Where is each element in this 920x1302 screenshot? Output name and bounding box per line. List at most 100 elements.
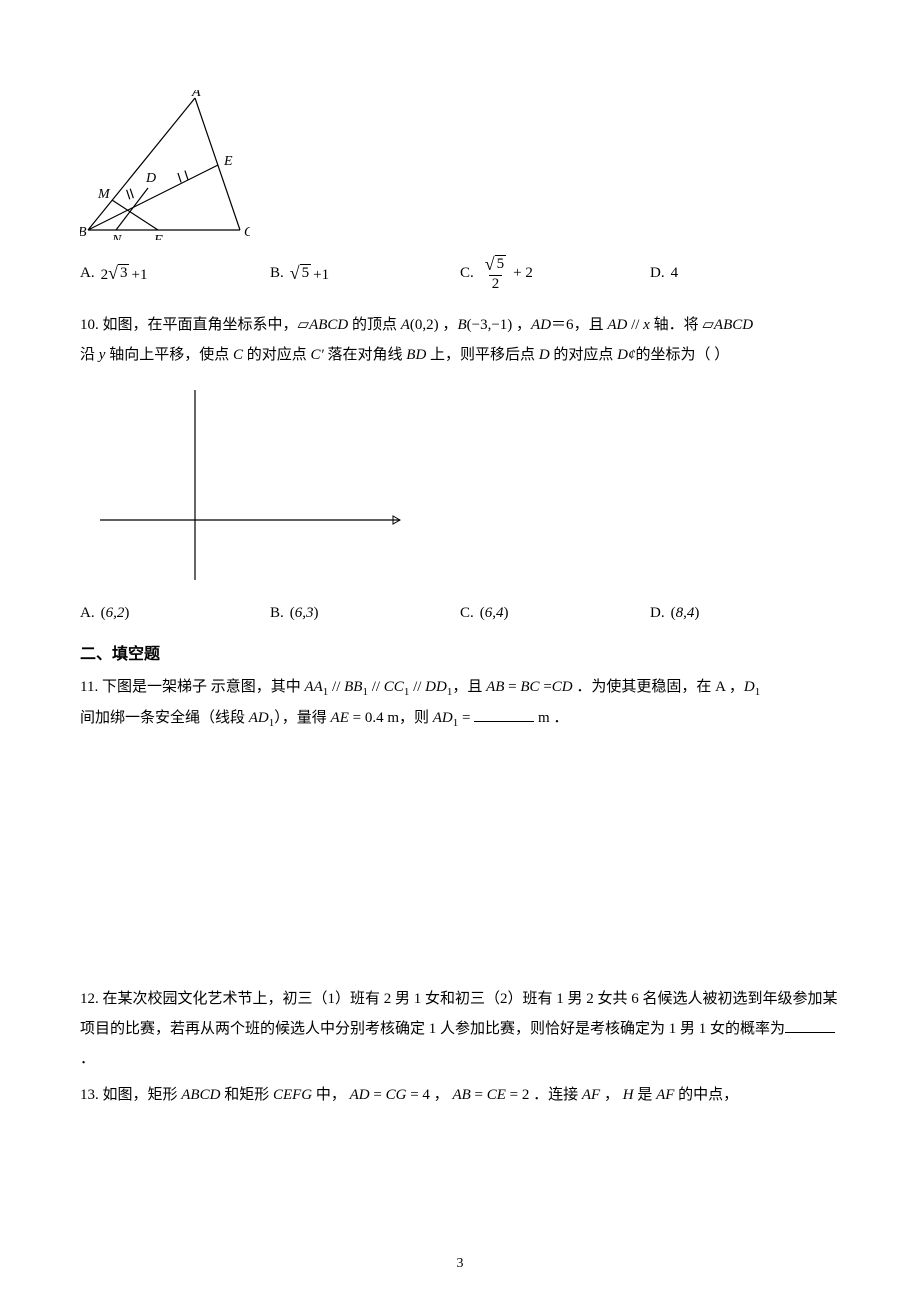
coord: (6,3): [290, 605, 319, 622]
text: +1: [313, 267, 329, 283]
q9-option-a: A. 2√3+1: [80, 264, 270, 284]
q9-option-c: C. √5 2 + 2: [460, 255, 650, 292]
parallelogram-abcd-2: ▱ABCD: [702, 317, 753, 333]
text: 的坐标为（ ）: [636, 347, 730, 363]
text: 2: [101, 267, 109, 283]
q10-option-b: B. (6,3): [270, 605, 460, 622]
q11-figure: [80, 752, 330, 962]
text: 10. 如图，在平面直角坐标系中，: [80, 317, 298, 333]
eq1: AD = CG = 4: [350, 1087, 430, 1103]
text: ，: [430, 1087, 453, 1103]
text: 的中点，: [674, 1087, 738, 1103]
q9-c-expr: √5 2 + 2: [480, 255, 533, 292]
text: ，: [600, 1087, 623, 1103]
ad1-eq: AD1 =: [433, 710, 474, 726]
option-label: D.: [650, 265, 665, 282]
q10-option-c: C. (6,4): [460, 605, 650, 622]
text: 的对应点: [243, 347, 311, 363]
answer-blank[interactable]: [785, 1017, 835, 1033]
text: 12. 在某次校园文化艺术节上，初三（1）班有 2 男 1 女和初三（2）班有 …: [80, 991, 838, 1037]
exam-page: A B C E M D N F A. 2√3+1 B. √5+1 C. √5 2 + 2 D: [0, 0, 920, 1302]
option-label: B.: [270, 265, 284, 282]
ad-par-x: AD // x: [607, 317, 650, 333]
c: C: [233, 347, 243, 363]
text: 3: [118, 264, 130, 282]
svg-text:N: N: [111, 233, 122, 240]
af2: AF: [656, 1087, 674, 1103]
q9-b-expr: √5+1: [290, 264, 329, 284]
text: 的顶点: [348, 317, 401, 333]
d1: D1: [744, 679, 760, 695]
text: 间加绑一条安全绳（线段: [80, 710, 249, 726]
q9-d-expr: 4: [671, 265, 679, 282]
option-label: A.: [80, 605, 95, 622]
text: ，则: [399, 710, 433, 726]
text: ．连接: [529, 1087, 582, 1103]
svg-text:M: M: [97, 187, 111, 202]
text: ，且: [574, 317, 608, 333]
text: 轴向上平移，使点: [105, 347, 233, 363]
option-label: B.: [270, 605, 284, 622]
text: 11. 下图是一架梯子 示意图，其中: [80, 679, 304, 695]
option-label: C.: [460, 265, 474, 282]
coord: ((6,2)6,2): [101, 605, 130, 622]
q10-text: 10. 如图，在平面直角坐标系中，▱ABCD 的顶点 A(0,2) ，B(−3,…: [80, 310, 840, 370]
svg-text:A: A: [191, 90, 201, 100]
eq2: AB = CE = 2: [452, 1087, 529, 1103]
q9-a-expr: 2√3+1: [101, 264, 148, 284]
text: 和矩形: [220, 1087, 273, 1103]
text: +1: [131, 267, 147, 283]
page-number: 3: [0, 1256, 920, 1272]
q12-text: 12. 在某次校园文化艺术节上，初三（1）班有 2 男 1 女和初三（2）班有 …: [80, 984, 840, 1074]
text: 沿: [80, 347, 99, 363]
text: ．: [80, 1051, 95, 1067]
text: 轴．将: [650, 317, 703, 333]
q9-option-b: B. √5+1: [270, 264, 460, 284]
q9-options: A. 2√3+1 B. √5+1 C. √5 2 + 2 D. 4: [80, 255, 840, 292]
text: ．为使其更稳固，在 A ，: [573, 679, 744, 695]
h: H: [623, 1087, 634, 1103]
cefg: CEFG: [273, 1087, 312, 1103]
svg-text:F: F: [153, 233, 163, 240]
svg-text:D: D: [145, 171, 156, 186]
q10-option-d: D. (8,4): [650, 605, 699, 622]
text: 上，则平移后点: [426, 347, 539, 363]
q10-options: A. ((6,2)6,2) B. (6,3) C. (6,4) D. (8,4): [80, 605, 840, 622]
text: 5: [495, 255, 507, 273]
q13-text: 13. 如图，矩形 ABCD 和矩形 CEFG 中， AD = CG = 4 ，…: [80, 1080, 840, 1110]
coord: (8,4): [671, 605, 700, 622]
point-a: A(0,2): [401, 317, 439, 333]
point-b: B(−3,−1): [457, 317, 512, 333]
d-prime: D¢: [617, 347, 635, 363]
text: ），量得: [274, 710, 330, 726]
text: 落在对角线: [324, 347, 407, 363]
d: D: [539, 347, 550, 363]
text: 13. 如图，矩形: [80, 1087, 181, 1103]
q11-text: 11. 下图是一架梯子 示意图，其中 AA1 // BB1 // CC1 // …: [80, 672, 840, 734]
option-label: D.: [650, 605, 665, 622]
eq-segments: AB = BC =CD: [486, 679, 573, 695]
bd: BD: [406, 347, 426, 363]
text: 中，: [312, 1087, 350, 1103]
text: 的对应点: [550, 347, 618, 363]
text: 5: [300, 264, 312, 282]
af: AF: [582, 1087, 600, 1103]
text: 是: [634, 1087, 657, 1103]
ae-val: AE = 0.4 m: [331, 710, 399, 726]
text: + 2: [513, 265, 533, 281]
c-prime: C′: [310, 347, 323, 363]
option-label: A.: [80, 265, 95, 282]
q10-figure: [80, 380, 410, 590]
text: m ．: [534, 710, 568, 726]
option-label: C.: [460, 605, 474, 622]
svg-text:B: B: [80, 225, 87, 240]
svg-text:E: E: [223, 154, 233, 169]
q9-figure: A B C E M D N F: [80, 90, 250, 240]
text: ，且: [452, 679, 486, 695]
svg-text:C: C: [244, 225, 250, 240]
section-2-title: 二、填空题: [80, 640, 840, 664]
parallel-rungs: AA1 // BB1 // CC1 // DD1: [304, 679, 452, 695]
answer-blank[interactable]: [474, 706, 534, 722]
coord: (6,4): [480, 605, 509, 622]
ad-eq: AD＝6: [531, 317, 574, 333]
